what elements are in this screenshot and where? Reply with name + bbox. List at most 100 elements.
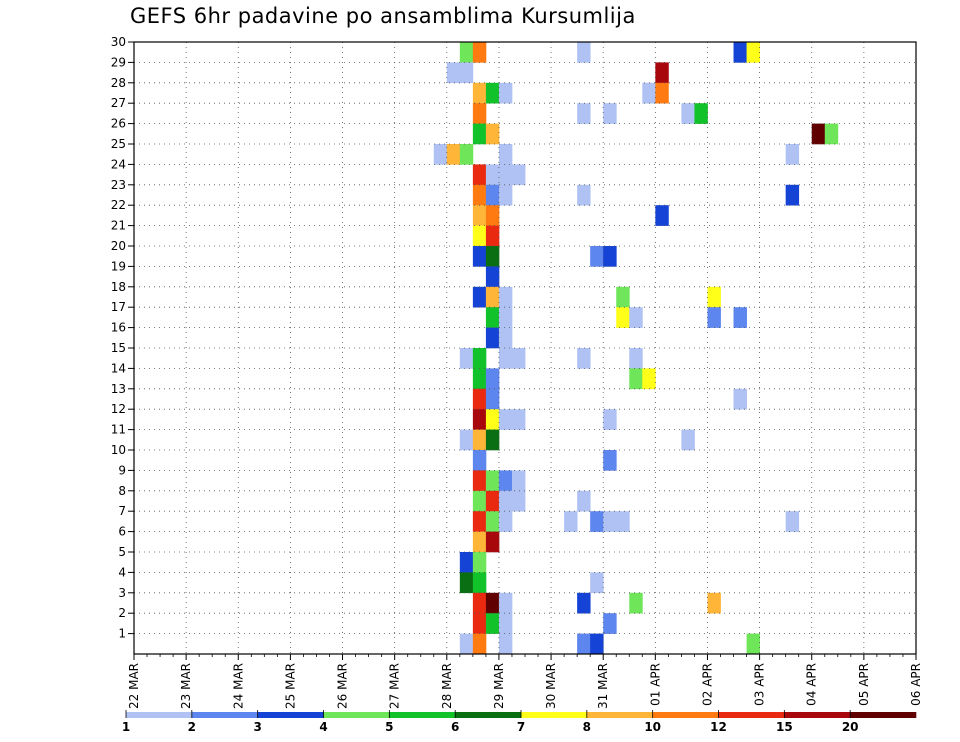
precip-cell [655, 205, 669, 226]
legend-swatch [850, 712, 917, 718]
precip-cell [498, 348, 513, 369]
precip-cell [707, 307, 721, 328]
y-tick-label: 9 [118, 463, 126, 477]
precip-cell [629, 307, 643, 328]
y-tick-label: 12 [111, 402, 126, 416]
y-tick-label: 5 [118, 545, 126, 559]
precip-cell [472, 633, 487, 655]
precip-cell [577, 633, 591, 655]
precip-cell [733, 42, 747, 63]
precip-cell [459, 633, 474, 655]
legend-label: 20 [842, 720, 859, 734]
legend-label: 7 [517, 720, 525, 734]
precip-cell [472, 409, 487, 430]
precip-cell [590, 511, 604, 532]
precip-cell [498, 592, 513, 614]
precip-cell [472, 205, 487, 226]
precip-cell [785, 511, 800, 532]
precip-cell [485, 592, 500, 614]
legend-swatch [191, 712, 258, 718]
precip-cell [446, 144, 461, 165]
precip-cell [616, 307, 630, 328]
y-tick-label: 22 [111, 198, 126, 212]
legend-swatch [718, 712, 785, 718]
x-tick-label: 27 MAR [388, 663, 402, 709]
legend-label: 2 [188, 720, 196, 734]
precip-cell [785, 184, 800, 206]
precip-cell [746, 633, 760, 655]
precip-cell [485, 490, 500, 512]
legend-swatch [784, 712, 851, 718]
precip-cell [472, 103, 487, 124]
precip-cell [472, 246, 487, 267]
y-tick-label: 11 [111, 423, 126, 437]
x-tick-label: 24 MAR [231, 663, 245, 709]
y-tick-label: 3 [118, 586, 126, 600]
legend-swatch [389, 712, 456, 718]
precip-cell [472, 511, 487, 532]
x-tick-label: 28 MAR [440, 663, 454, 709]
precip-cell [433, 144, 448, 165]
y-tick-label: 19 [111, 259, 126, 273]
legend-label: 10 [644, 720, 661, 734]
precip-cell [485, 429, 500, 451]
precip-cell [485, 470, 500, 492]
precip-cell [642, 368, 656, 390]
precip-cell [485, 388, 500, 410]
precip-cell [629, 368, 643, 390]
y-tick-label: 23 [111, 178, 126, 192]
y-tick-label: 15 [111, 341, 126, 355]
precip-cell [472, 225, 487, 247]
precip-cell [485, 184, 500, 206]
precip-cell [459, 62, 474, 84]
precip-cell [603, 103, 617, 124]
precip-cell [472, 123, 487, 145]
precip-cell [511, 348, 526, 369]
precip-cell [459, 572, 474, 594]
x-tick-label: 03 APR [753, 663, 767, 706]
precip-cell [472, 592, 487, 614]
x-tick-label: 29 MAR [492, 663, 506, 709]
legend-label: 4 [319, 720, 327, 734]
precip-cell [485, 266, 500, 288]
precip-cell [498, 184, 513, 206]
precip-cell [498, 511, 513, 532]
precip-cell [616, 511, 630, 532]
x-tick-label: 05 APR [857, 663, 871, 706]
precip-cell [616, 286, 630, 308]
legend-label: 6 [451, 720, 459, 734]
precip-cell [498, 164, 513, 186]
legend-label: 1 [122, 720, 130, 734]
precip-cell [577, 490, 591, 512]
precip-cell [655, 62, 669, 84]
precip-cell [485, 205, 500, 226]
y-tick-label: 16 [111, 321, 126, 335]
precip-cell [681, 103, 695, 124]
precip-cell [472, 531, 487, 553]
y-tick-label: 4 [118, 565, 126, 579]
legend-swatch [586, 712, 653, 718]
precip-cell [472, 286, 487, 308]
precip-cell [472, 42, 487, 63]
y-tick-label: 1 [118, 627, 126, 641]
x-tick-label: 23 MAR [179, 663, 193, 709]
y-tick-label: 14 [111, 361, 126, 375]
precip-cell [629, 592, 643, 614]
y-tick-label: 28 [111, 76, 126, 90]
precip-cell [485, 164, 500, 186]
y-tick-label: 7 [118, 504, 126, 518]
precip-cell [603, 246, 617, 267]
x-tick-label: 04 APR [805, 663, 819, 706]
y-tick-label: 25 [111, 137, 126, 151]
precip-cell [824, 123, 839, 145]
precip-cell [746, 42, 760, 63]
precip-cell [472, 164, 487, 186]
precip-cell [472, 388, 487, 410]
legend-swatch [652, 712, 719, 718]
x-tick-label: 22 MAR [127, 663, 141, 709]
precip-cell [459, 144, 474, 165]
y-tick-label: 17 [111, 300, 126, 314]
precip-cell [472, 572, 487, 594]
y-tick-label: 29 [111, 55, 126, 69]
